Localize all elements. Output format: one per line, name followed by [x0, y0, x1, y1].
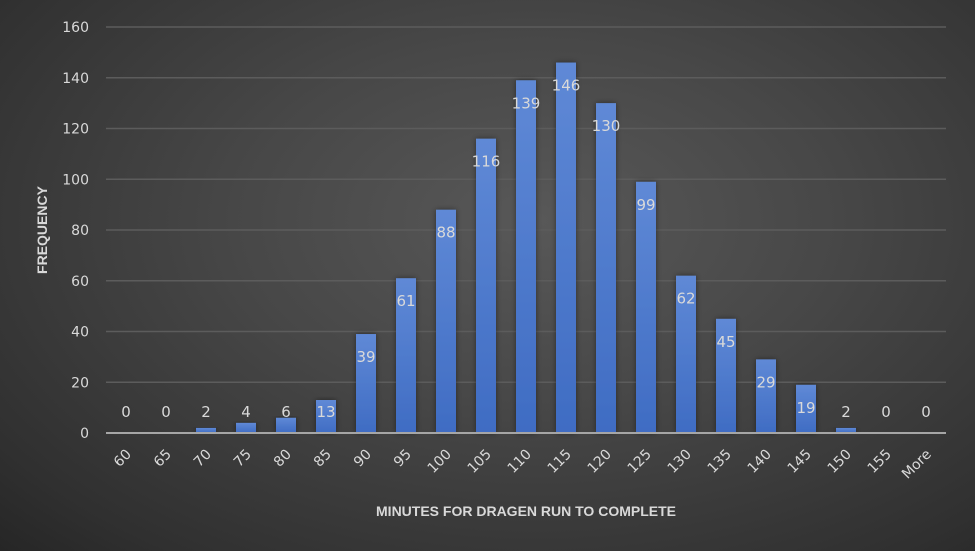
bar	[796, 384, 816, 433]
y-tick-label: 60	[71, 274, 89, 290]
bars	[196, 62, 856, 434]
data-label: 2	[841, 403, 851, 421]
data-label: 0	[881, 403, 891, 421]
data-label: 13	[316, 403, 335, 421]
data-label: 0	[921, 403, 931, 421]
data-label: 39	[356, 348, 375, 366]
data-label: 62	[676, 290, 695, 308]
bar	[556, 62, 576, 434]
data-label: 4	[241, 403, 251, 421]
y-tick-label: 0	[80, 426, 89, 442]
x-tick-label: 120	[585, 447, 615, 477]
bar	[476, 138, 496, 433]
bar	[396, 278, 416, 433]
x-tick-label: 145	[785, 447, 815, 477]
y-tick-label: 140	[62, 71, 89, 87]
data-label: 6	[281, 403, 291, 421]
data-label: 29	[756, 373, 775, 391]
data-label: 0	[121, 403, 131, 421]
y-tick-label: 100	[62, 172, 89, 188]
data-label: 146	[552, 77, 581, 95]
x-axis-title: MINUTES FOR DRAGEN RUN TO COMPLETE	[376, 503, 676, 519]
y-tick-label: 80	[71, 223, 89, 239]
x-tick-label: 100	[425, 447, 455, 477]
x-tick-label: More	[899, 447, 935, 483]
bar	[756, 359, 776, 433]
x-tick-label: 95	[391, 447, 415, 471]
bar	[316, 400, 336, 433]
data-label: 130	[592, 117, 621, 135]
x-tick-label: 65	[151, 447, 175, 471]
bar	[836, 427, 856, 433]
x-tick-label: 80	[271, 447, 295, 471]
data-label: 139	[512, 94, 541, 112]
x-tick-label: 115	[545, 447, 575, 477]
data-label: 45	[716, 333, 735, 351]
x-tick-label: 60	[111, 447, 135, 471]
data-label: 116	[472, 153, 501, 171]
data-label: 88	[436, 224, 455, 242]
data-label: 2	[201, 403, 211, 421]
data-label: 19	[796, 399, 815, 417]
y-axis-ticks: 0 20 40 60 80 100 120 140 160	[62, 20, 89, 442]
x-tick-label: 105	[465, 447, 495, 477]
bar	[516, 80, 536, 433]
x-axis-ticks: 60 65 70 75 80 85 90 95 100 105 110 115 120 125 130 135…	[111, 447, 935, 483]
bar	[596, 103, 616, 433]
data-labels: 0 0 2 4 6 13 39 61 88 116 139 146 130 99 62 45 29 19 2 0 0	[121, 77, 931, 421]
bar	[676, 275, 696, 433]
bar	[636, 181, 656, 433]
data-label: 99	[636, 196, 655, 214]
y-tick-label: 160	[62, 20, 89, 36]
x-tick-label: 70	[191, 447, 215, 471]
y-axis-title: FREQUENCY	[34, 185, 50, 274]
x-tick-label: 90	[351, 447, 375, 471]
x-tick-label: 135	[705, 447, 735, 477]
data-label: 0	[161, 403, 171, 421]
x-tick-label: 125	[625, 447, 655, 477]
y-tick-label: 20	[71, 375, 89, 391]
x-tick-label: 85	[311, 447, 335, 471]
x-tick-label: 150	[825, 447, 855, 477]
bar	[196, 427, 216, 433]
x-tick-label: 130	[665, 447, 695, 477]
bar	[436, 209, 456, 433]
x-tick-label: 155	[865, 447, 895, 477]
x-tick-label: 140	[745, 447, 775, 477]
bar	[716, 318, 736, 433]
bar	[356, 334, 376, 433]
bar	[276, 417, 296, 433]
data-label: 61	[396, 292, 415, 310]
y-tick-label: 40	[71, 325, 89, 341]
bar	[236, 422, 256, 433]
x-tick-label: 110	[505, 447, 535, 477]
x-tick-label: 75	[231, 447, 255, 471]
y-tick-label: 120	[62, 122, 89, 138]
